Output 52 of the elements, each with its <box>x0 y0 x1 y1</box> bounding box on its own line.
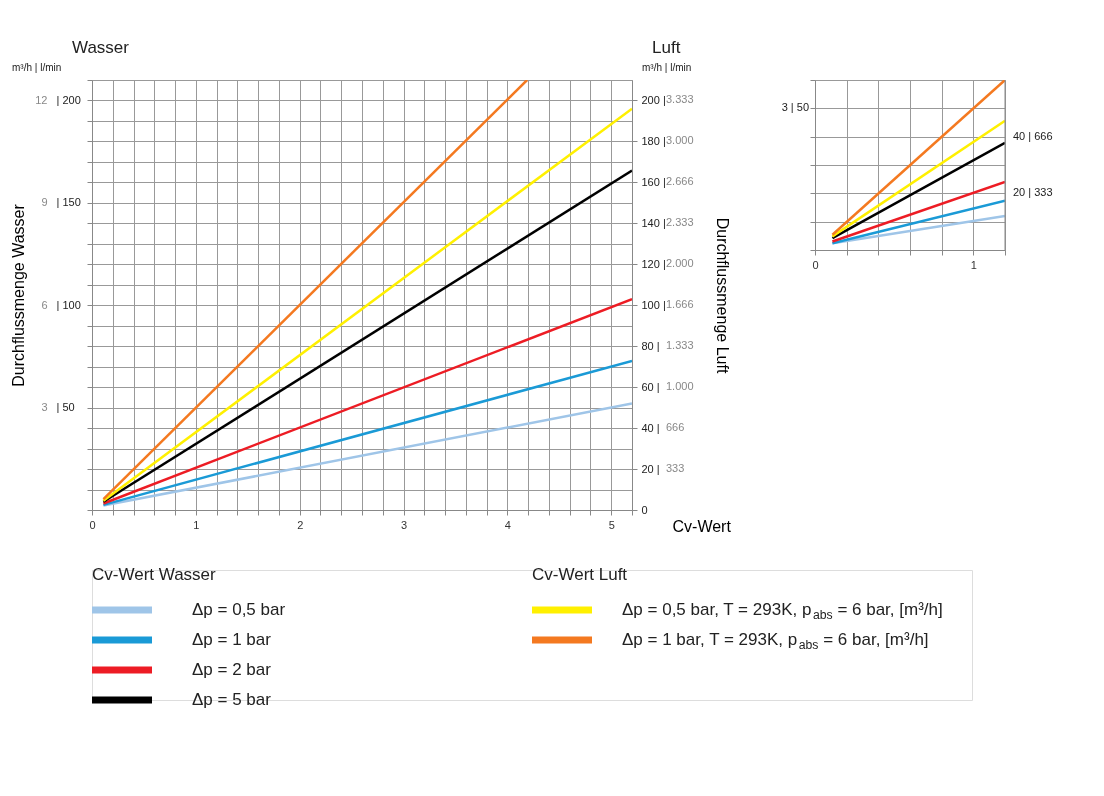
y2-tick-label: 20 | <box>641 462 660 475</box>
y3-tick-label: | 100 <box>56 298 81 311</box>
text: Wasser <box>72 38 130 57</box>
y3-tick-label: | 50 <box>56 401 75 414</box>
text: 1.666 <box>666 298 694 311</box>
text: m³/h | l/min <box>12 62 62 73</box>
legend-label: Δp = 0,5 bar <box>192 600 286 619</box>
y-axis-title: Durchflussmenge Wasser <box>10 203 28 387</box>
y3-tick-label: | 200 <box>56 93 81 106</box>
text: 2.666 <box>666 175 694 188</box>
x-tick-label: 4 <box>504 518 511 531</box>
x-axis-title: Cv-Wert <box>672 517 732 535</box>
legend-label: Δp = 2 bar <box>192 660 272 679</box>
text: m³/h | l/min <box>642 62 692 73</box>
text: 3.000 <box>666 134 694 147</box>
text: Cv-Wert Luft <box>532 565 628 584</box>
text: 40 | 666 <box>1013 129 1053 142</box>
y2-tick-label: 120 | <box>641 257 666 270</box>
y2-axis-title: Durchflussmenge Luft <box>713 217 731 374</box>
text: 20 | 333 <box>1013 186 1053 199</box>
text: 1.000 <box>666 380 694 393</box>
x-tick-label: 5 <box>608 518 615 531</box>
x-tick-label: 3 <box>400 518 408 531</box>
y2-tick-label: 140 | <box>641 216 666 229</box>
y-tick-label: 12 <box>35 93 48 106</box>
text: 1.333 <box>666 339 694 352</box>
y2-tick-label: 160 | <box>641 175 666 188</box>
x-tick-label: 1 <box>970 258 977 271</box>
y2-tick-label: 80 | <box>641 339 660 352</box>
y-tick-label: 9 <box>41 196 48 209</box>
y-tick-label: 3 <box>41 401 48 414</box>
y3-tick-label: | 150 <box>56 196 81 209</box>
x-tick-label: 1 <box>193 518 200 531</box>
y2-tick-label: 40 | <box>641 421 660 434</box>
x-tick-label: 0 <box>89 518 96 531</box>
y2-tick-label: 100 | <box>641 298 666 311</box>
text: 2.000 <box>666 257 694 270</box>
x-tick-label: 2 <box>297 518 304 531</box>
y2-tick-label: 0 <box>641 503 648 516</box>
text: 666 <box>666 421 685 434</box>
y-tick-label: 6 <box>41 298 48 311</box>
y2-tick-label: 60 | <box>641 380 660 393</box>
text: 333 <box>666 462 685 475</box>
legend-label: Δp = 1 bar <box>192 630 272 649</box>
text: Cv-Wert Wasser <box>92 565 217 584</box>
y2-tick-label: 200 | <box>641 93 666 106</box>
text: Luft <box>652 38 681 57</box>
y2-tick-label: 180 | <box>641 134 666 147</box>
text: 3 | 50 <box>781 101 809 114</box>
legend-label: Δp = 5 bar <box>192 690 272 709</box>
text: 2.333 <box>666 216 694 229</box>
text: 3.333 <box>666 93 694 106</box>
